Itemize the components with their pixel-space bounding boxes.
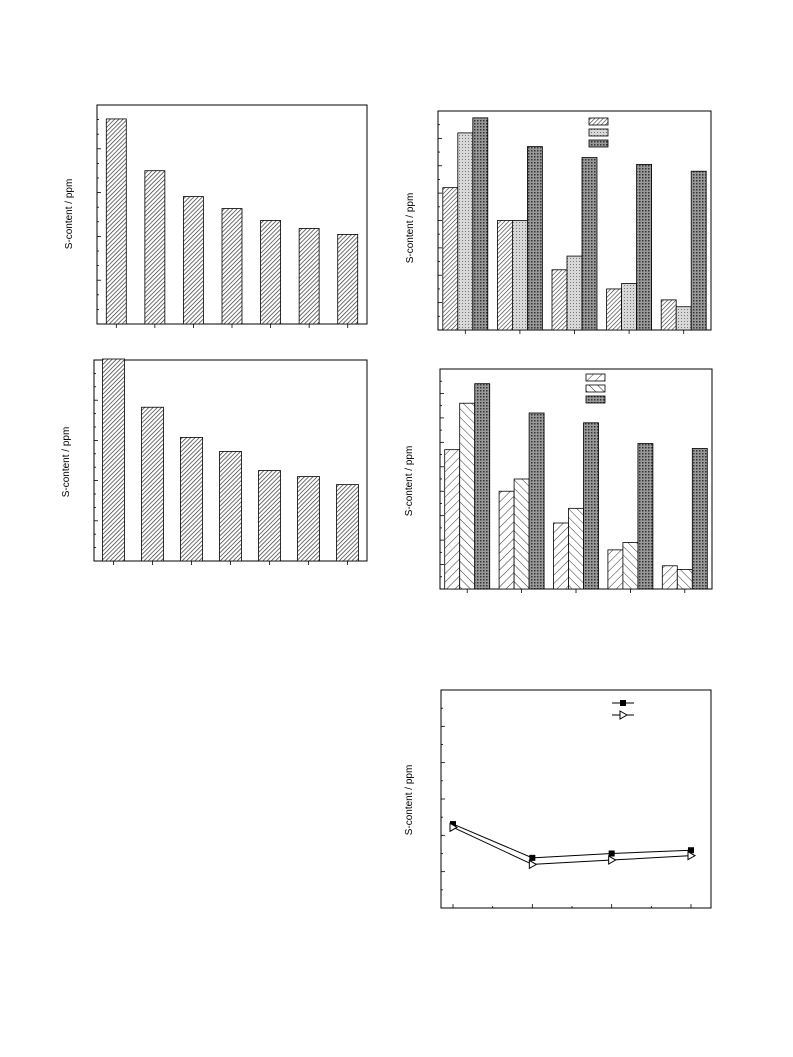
chart-a-bar xyxy=(183,196,204,325)
chart-d-bar xyxy=(607,549,624,590)
chart-a: S-content / ppm xyxy=(64,104,368,328)
chart-d-legend-key-2 xyxy=(585,384,606,393)
chart-c-bar xyxy=(219,451,242,562)
chart-a-bar xyxy=(298,228,320,325)
chart-d-bar xyxy=(661,565,678,590)
chart-d-bar xyxy=(676,569,693,590)
chart-e-series-line xyxy=(452,823,692,859)
chart-e-point xyxy=(608,850,615,857)
chart-b-legend-key-2 xyxy=(588,128,609,137)
chart-b-bars xyxy=(442,117,707,331)
chart-e-lines xyxy=(449,821,697,870)
chart-d-bar xyxy=(528,412,545,590)
chart-a-bars xyxy=(105,118,359,325)
chart-e-series-line xyxy=(452,826,692,865)
chart-b-xticks xyxy=(464,330,685,334)
chart-e-point xyxy=(687,850,697,861)
chart-a-bar xyxy=(221,208,243,325)
chart-b-legend-key-3 xyxy=(588,139,609,148)
chart-e-yticks xyxy=(441,689,445,909)
chart-c-yticks xyxy=(94,359,98,562)
chart-a-ylabel: S-content / ppm xyxy=(64,179,75,250)
chart-b-legend xyxy=(588,117,609,148)
chart-e: S-content / ppm xyxy=(404,689,712,909)
chart-a-bar xyxy=(260,220,281,325)
chart-c-bar xyxy=(141,406,164,562)
chart-c-xticks xyxy=(113,561,348,565)
chart-a-yticks xyxy=(97,104,101,325)
chart-b: S-content / ppm xyxy=(405,110,712,334)
chart-d-bar xyxy=(553,522,569,590)
chart-c-bar xyxy=(336,484,359,562)
chart-d-bar xyxy=(622,542,639,590)
chart-a-xticks xyxy=(115,324,349,328)
chart-b-yticks xyxy=(438,110,442,331)
chart-b-legend-key-1 xyxy=(588,117,609,126)
chart-c-bars xyxy=(102,358,359,562)
chart-d-legend-key-3 xyxy=(585,395,606,404)
chart-e-point xyxy=(450,821,456,828)
chart-b-bar xyxy=(621,283,637,331)
chart-d: S-content / ppm xyxy=(404,368,713,593)
chart-b-bar xyxy=(606,288,622,331)
chart-d-yticks xyxy=(440,368,444,590)
chart-a-bar xyxy=(105,118,127,325)
chart-e-frame xyxy=(440,689,712,909)
chart-e-legend xyxy=(612,700,634,720)
chart-e-legend-marker-2 xyxy=(619,710,629,720)
chart-b-bar xyxy=(527,146,543,331)
chart-c-bar xyxy=(102,358,125,562)
chart-c-bar xyxy=(258,470,281,562)
chart-e-ylabel: S-content / ppm xyxy=(404,765,415,836)
chart-d-legend-key-1 xyxy=(585,373,606,382)
chart-c: S-content / ppm xyxy=(61,358,368,565)
chart-b-bar xyxy=(442,187,459,331)
chart-c-bar xyxy=(297,476,320,562)
chart-a-bar xyxy=(144,170,166,325)
chart-b-bar xyxy=(457,132,474,331)
chart-b-bar xyxy=(581,157,598,331)
chart-e-point xyxy=(449,822,459,833)
chart-d-bar xyxy=(637,443,654,590)
chart-d-bar xyxy=(513,478,530,590)
chart-d-bar xyxy=(474,383,491,590)
chart-b-bar xyxy=(496,220,513,331)
chart-b-bar xyxy=(675,306,692,331)
chart-b-bar xyxy=(512,220,528,331)
chart-d-bar xyxy=(583,422,599,590)
chart-d-bar xyxy=(459,402,476,590)
chart-e-legend-marker-1 xyxy=(620,700,626,706)
chart-e-xticks xyxy=(452,904,692,908)
chart-d-legend xyxy=(585,373,606,404)
chart-d-ylabel: S-content / ppm xyxy=(404,446,415,517)
chart-b-bar xyxy=(690,170,707,331)
chart-b-bar xyxy=(472,117,489,331)
chart-e-point xyxy=(608,855,617,865)
chart-b-bar xyxy=(636,163,652,331)
chart-b-bar xyxy=(566,255,583,331)
chart-b-bar xyxy=(551,269,568,331)
chart-d-bar xyxy=(691,448,708,590)
chart-d-xticks xyxy=(466,589,686,593)
chart-e-point xyxy=(528,859,538,870)
chart-d-bars xyxy=(444,383,708,590)
chart-b-bar xyxy=(660,299,677,331)
chart-d-bar xyxy=(568,507,584,590)
chart-c-ylabel: S-content / ppm xyxy=(61,427,72,498)
chart-d-bar xyxy=(444,449,461,590)
chart-e-point xyxy=(688,847,694,854)
chart-d-bar xyxy=(498,490,515,590)
chart-b-ylabel: S-content / ppm xyxy=(405,193,416,264)
chart-a-bar xyxy=(337,234,359,325)
chart-e-point xyxy=(529,854,536,861)
chart-c-bar xyxy=(180,436,203,562)
